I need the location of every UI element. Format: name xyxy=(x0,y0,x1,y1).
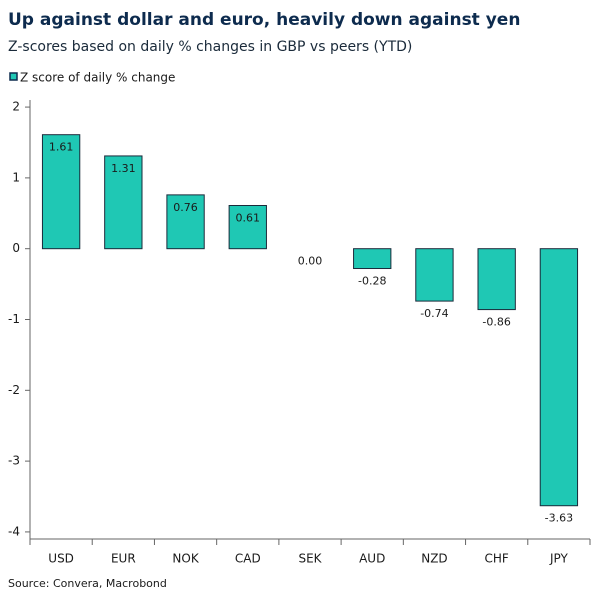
source: Source: Convera, Macrobond xyxy=(8,577,167,590)
bar xyxy=(41,134,81,250)
x-tick-label: NZD xyxy=(421,552,447,566)
bar xyxy=(353,248,392,270)
y-tick-label: -3 xyxy=(8,454,20,468)
y-tick-label: 1 xyxy=(12,170,20,184)
x-tick-label: CHF xyxy=(485,552,509,566)
bar xyxy=(539,248,579,507)
legend-swatch xyxy=(9,72,18,81)
x-tick-label: EUR xyxy=(111,552,136,566)
x-tick-label: CAD xyxy=(235,552,261,566)
value-label: 1.31 xyxy=(111,162,136,175)
y-tick-label: 2 xyxy=(12,100,20,114)
value-label: 1.61 xyxy=(49,141,74,154)
bar xyxy=(477,248,516,311)
value-label: -0.74 xyxy=(420,307,448,320)
y-tick-label: -1 xyxy=(8,312,20,326)
bar xyxy=(228,205,267,250)
x-tick-label: JPY xyxy=(549,552,569,566)
value-label: -0.86 xyxy=(482,316,510,329)
value-label: 0.61 xyxy=(236,212,261,225)
value-label: 0.76 xyxy=(173,201,198,214)
x-tick-label: NOK xyxy=(172,552,199,566)
bar xyxy=(415,248,454,302)
y-tick-label: 0 xyxy=(12,241,20,255)
value-label: 0.00 xyxy=(298,255,323,268)
x-tick-label: USD xyxy=(48,552,74,566)
bar xyxy=(166,194,205,250)
x-tick-label: AUD xyxy=(359,552,385,566)
value-label: -0.28 xyxy=(358,275,386,288)
legend-label: Z score of daily % change xyxy=(20,71,175,85)
chart-title: Up against dollar and euro, heavily down… xyxy=(8,10,520,30)
x-tick-label: SEK xyxy=(298,552,322,566)
chart-subtitle: Z-scores based on daily % changes in GBP… xyxy=(8,39,412,55)
y-tick-label: -2 xyxy=(8,383,20,397)
bar xyxy=(104,155,143,250)
y-tick-label: -4 xyxy=(8,524,20,538)
value-label: -3.63 xyxy=(545,512,573,525)
